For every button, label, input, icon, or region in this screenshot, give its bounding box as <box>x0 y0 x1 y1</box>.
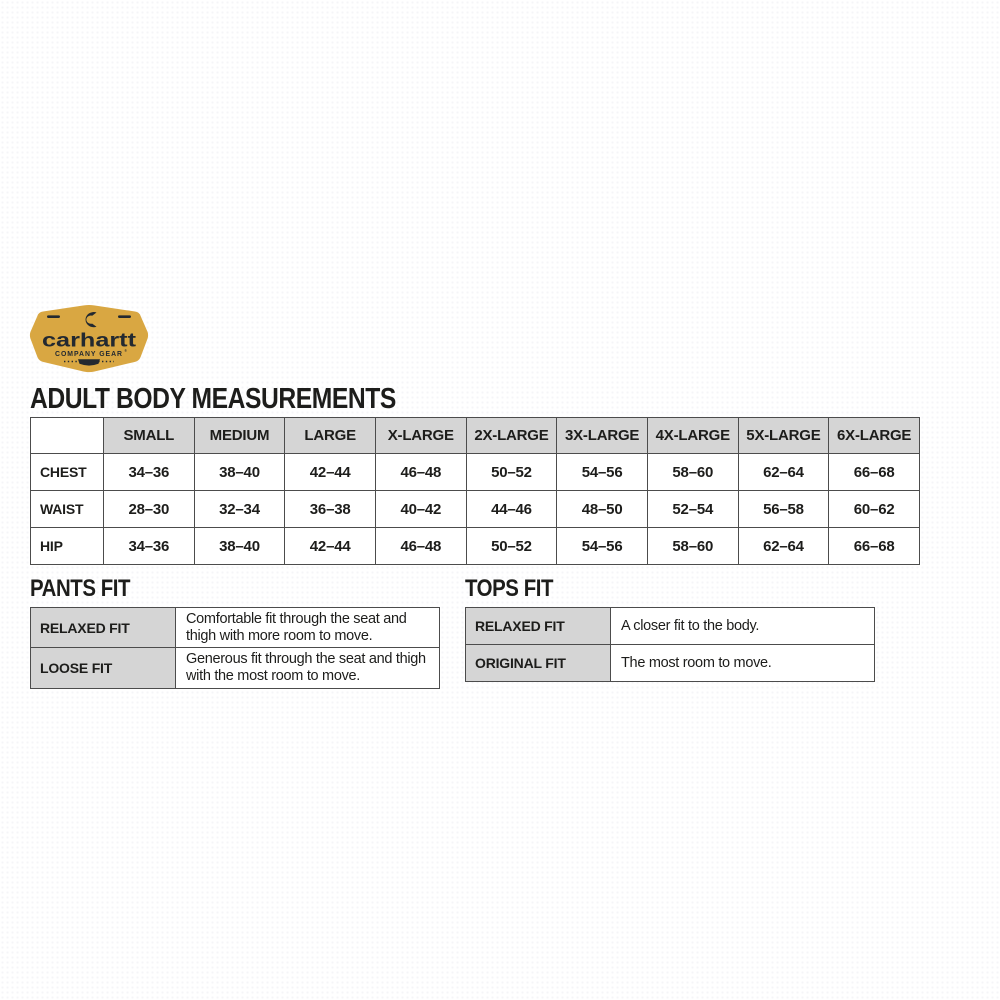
fit-label-cell: RELAXED FIT <box>465 607 611 645</box>
badge-shape <box>29 305 149 373</box>
size-column-header: SMALL <box>103 417 195 454</box>
size-column-header: LARGE <box>284 417 376 454</box>
measurement-cell: 58–60 <box>646 453 739 491</box>
logo-brand-text: carhartt <box>42 331 137 352</box>
size-column-header: 4X-LARGE <box>646 417 739 454</box>
size-column-header: 6X-LARGE <box>828 417 920 454</box>
measurements-header-row: SMALL MEDIUM LARGE X-LARGE 2X-LARGE 3X-LARGE 4… <box>30 417 920 454</box>
fit-label-cell: LOOSE FIT <box>30 647 176 689</box>
size-column-header: 3X-LARGE <box>556 417 648 454</box>
measurement-cell: 36–38 <box>284 490 376 528</box>
carhartt-logo: carhartt COMPANY GEAR ® <box>29 305 149 373</box>
pants-fit-heading: PANTS FIT <box>30 575 131 602</box>
size-column-header: 2X-LARGE <box>465 417 558 454</box>
measurement-cell: 38–40 <box>193 453 286 491</box>
measurement-cell: 46–48 <box>374 453 467 491</box>
page-title: ADULT BODY MEASUREMENTS <box>30 383 396 415</box>
corner-cell <box>30 417 104 454</box>
fit-description-cell: The most room to move. <box>610 644 875 682</box>
measurement-cell: 28–30 <box>103 490 195 528</box>
measurement-cell: 54–56 <box>556 453 648 491</box>
size-column-header: X-LARGE <box>374 417 467 454</box>
measurement-cell: 52–54 <box>646 490 739 528</box>
measurement-cell: 34–36 <box>103 453 195 491</box>
measurement-cell: 62–64 <box>737 527 830 565</box>
measurement-cell: 56–58 <box>737 490 830 528</box>
measurement-row-label: CHEST <box>30 453 104 491</box>
right-dash-decoration <box>118 315 131 318</box>
measurement-cell: 66–68 <box>828 527 920 565</box>
measurement-cell: 34–36 <box>103 527 195 565</box>
fit-description-cell: A closer fit to the body. <box>610 607 875 645</box>
measurement-cell: 60–62 <box>828 490 920 528</box>
measurement-cell: 42–44 <box>284 453 376 491</box>
size-column-header: MEDIUM <box>193 417 286 454</box>
ribbon-icon <box>78 359 100 366</box>
measurement-cell: 40–42 <box>374 490 467 528</box>
logo-tagline-text: COMPANY GEAR <box>55 351 123 358</box>
trademark-symbol: ® <box>125 349 128 353</box>
measurement-row-label: WAIST <box>30 490 104 528</box>
measurement-cell: 54–56 <box>556 527 648 565</box>
fit-row: LOOSE FIT Generous fit through the seat a… <box>30 647 440 689</box>
measurement-cell: 44–46 <box>465 490 558 528</box>
measurement-cell: 66–68 <box>828 453 920 491</box>
measurement-cell: 58–60 <box>646 527 739 565</box>
measurement-cell: 42–44 <box>284 527 376 565</box>
measurement-cell: 38–40 <box>193 527 286 565</box>
measurement-row: CHEST 34–36 38–40 42–44 46–48 50–52 54–56 58–60… <box>30 453 920 491</box>
measurement-cell: 32–34 <box>193 490 286 528</box>
carhartt-c-icon <box>85 312 97 328</box>
fit-label-cell: ORIGINAL FIT <box>465 644 611 682</box>
tops-fit-table: RELAXED FIT A closer fit to the body. ORIG… <box>465 607 875 682</box>
pants-fit-table: RELAXED FIT Comfortable fit through the s… <box>30 606 440 689</box>
measurement-row: WAIST 28–30 32–34 36–38 40–42 44–46 48–50 52–54… <box>30 490 920 528</box>
measurement-row: HIP 34–36 38–40 42–44 46–48 50–52 54–56 58–60 62… <box>30 527 920 565</box>
fit-description-cell: Generous fit through the seat and thigh … <box>175 647 440 689</box>
left-dash-decoration <box>47 315 60 318</box>
measurement-row-label: HIP <box>30 527 104 565</box>
tops-fit-heading: TOPS FIT <box>465 575 554 602</box>
size-column-header: 5X-LARGE <box>737 417 830 454</box>
fit-row: RELAXED FIT Comfortable fit through the s… <box>30 606 440 649</box>
measurement-cell: 50–52 <box>465 453 558 491</box>
measurement-cell: 50–52 <box>465 527 558 565</box>
fit-row: RELAXED FIT A closer fit to the body. <box>465 607 875 645</box>
measurements-table: SMALL MEDIUM LARGE X-LARGE 2X-LARGE 3X-LARGE 4… <box>30 417 920 565</box>
measurement-cell: 48–50 <box>556 490 648 528</box>
fit-row: ORIGINAL FIT The most room to move. <box>465 644 875 682</box>
fit-label-cell: RELAXED FIT <box>30 606 176 649</box>
measurement-cell: 46–48 <box>374 527 467 565</box>
measurement-cell: 62–64 <box>737 453 830 491</box>
fit-description-cell: Comfortable fit through the seat and thi… <box>175 606 440 649</box>
